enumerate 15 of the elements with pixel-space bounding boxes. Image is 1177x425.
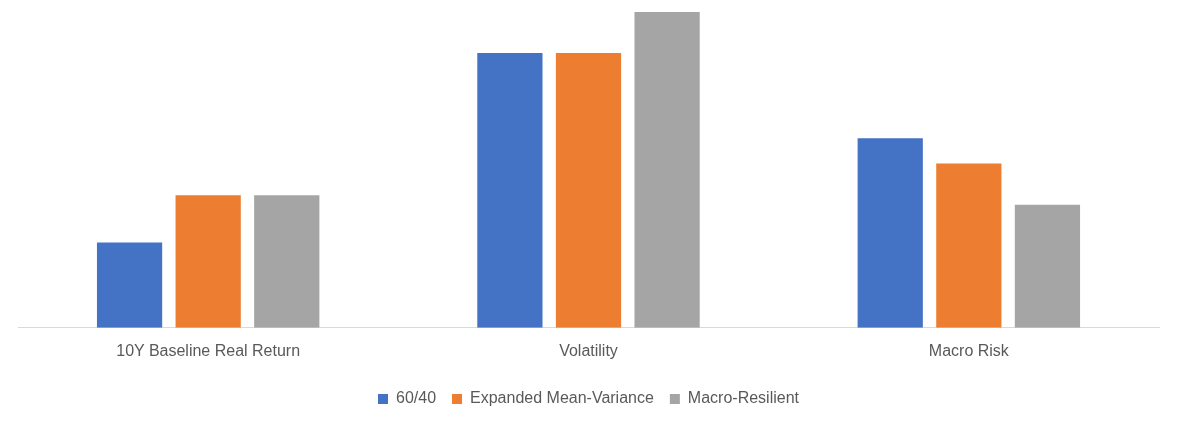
legend-label: Macro-Resilient (687, 389, 800, 407)
bar (96, 242, 163, 328)
legend-label: Expanded Mean-Variance (470, 389, 654, 407)
x-tick-label: 10Y Baseline Real Return (116, 341, 301, 359)
bar (254, 195, 320, 328)
bar (1014, 204, 1081, 328)
bar (555, 53, 622, 328)
bar (936, 163, 1002, 328)
x-tick-label: Macro Risk (928, 341, 1010, 359)
legend-label: 60/40 (396, 389, 437, 407)
x-tick-label: Volatility (559, 341, 618, 359)
bar (477, 53, 543, 328)
bar (857, 138, 923, 328)
bar (634, 12, 700, 328)
bar (175, 195, 241, 328)
